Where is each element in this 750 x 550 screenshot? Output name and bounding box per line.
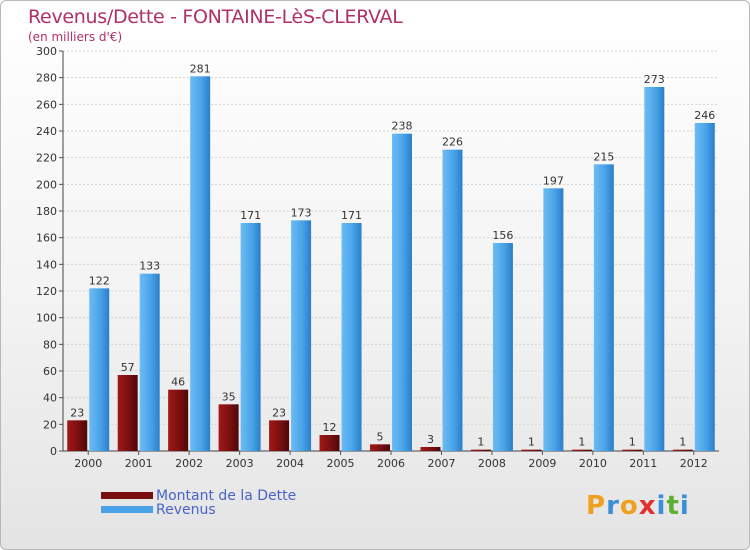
bar-dette [269,420,290,451]
data-label: 281 [190,62,211,75]
bar-revenus [190,76,211,451]
bar-revenus [543,188,564,452]
bar-dette [521,449,542,451]
bar-dette [168,389,189,451]
legend-item-dette: Montant de la Dette [101,487,297,504]
bar-dette [622,449,643,451]
data-label: 1 [528,436,535,449]
y-tick-label: 240 [36,125,57,138]
data-label: 226 [442,136,463,149]
data-label: 238 [392,120,413,133]
bar-dette [420,447,441,451]
bar-revenus [644,87,665,451]
bar-revenus [492,243,513,451]
y-tick-label: 100 [36,312,57,325]
data-label: 12 [323,421,337,434]
y-tick-label: 280 [36,72,57,85]
data-label: 5 [377,430,384,443]
data-label: 57 [121,361,135,374]
bar-dette [319,435,340,451]
x-tick-label: 2001 [125,457,153,470]
x-tick-label: 2011 [629,457,657,470]
y-tick-label: 20 [43,418,57,431]
x-tick-label: 2012 [680,457,708,470]
data-label: 215 [593,150,614,163]
bar-revenus [392,133,412,451]
y-tick-label: 200 [36,178,57,191]
bar-revenus [593,164,614,452]
data-label: 122 [89,274,110,287]
legend-swatch-dette [101,492,153,499]
bar-revenus [240,223,261,451]
bar-dette [117,375,138,451]
bar-dette [67,420,88,451]
x-tick-label: 2008 [478,457,506,470]
x-tick-label: 2002 [175,457,203,470]
x-tick-label: 2010 [579,457,607,470]
y-tick-label: 0 [50,445,57,458]
logo-letter: o [619,491,639,521]
x-tick-label: 2009 [528,457,556,470]
y-tick-label: 140 [36,258,57,271]
bar-revenus [694,123,715,451]
data-label: 156 [492,229,513,242]
proxiti-logo: Proxiti [586,491,690,521]
chart-subtitle: (en milliers d'€) [28,30,123,44]
data-label: 1 [477,436,484,449]
y-tick-label: 300 [36,45,57,58]
bar-revenus [291,220,312,451]
x-tick-label: 2003 [226,457,254,470]
data-label: 171 [240,209,261,222]
x-tick-label: 2006 [377,457,405,470]
data-label: 1 [578,436,585,449]
data-label: 1 [629,436,636,449]
y-tick-label: 120 [36,285,57,298]
bar-revenus [341,223,362,451]
data-label: 23 [70,406,84,419]
data-label: 197 [543,174,564,187]
logo-letter: i [656,491,667,521]
legend-item-revenus: Revenus [101,501,216,518]
legend-label-revenus: Revenus [156,501,216,518]
y-tick-label: 60 [43,365,57,378]
y-tick-label: 80 [43,338,57,351]
data-label: 35 [222,390,236,403]
chart-title: Revenus/Dette - FONTAINE-LèS-CLERVAL [28,6,403,28]
data-label: 171 [341,209,362,222]
data-label: 3 [427,433,434,446]
y-tick-label: 40 [43,392,57,405]
logo-letter: x [638,491,657,521]
data-label: 273 [644,73,665,86]
data-label: 173 [291,206,312,219]
data-label: 46 [171,376,185,389]
bar-revenus [139,273,160,451]
x-tick-label: 2000 [74,457,102,470]
bar-dette [470,449,491,451]
bar-dette [218,404,239,451]
logo-letter: P [586,491,607,521]
y-tick-label: 180 [36,205,57,218]
logo-letter: t [666,491,680,521]
bar-dette [370,444,390,451]
bar-dette [672,449,693,451]
y-tick-label: 220 [36,152,57,165]
x-tick-label: 2004 [276,457,304,470]
legend-swatch-revenus [101,506,153,513]
data-label: 23 [272,406,286,419]
bar-revenus [89,288,110,451]
logo-letter: r [606,491,620,521]
y-tick-label: 260 [36,98,57,111]
logo-letter: i [679,491,690,521]
bar-revenus [442,149,463,451]
bar-dette [571,449,592,451]
data-label: 1 [679,436,686,449]
data-label: 133 [139,260,160,273]
legend-label-dette: Montant de la Dette [156,487,297,504]
data-label: 246 [694,109,715,122]
y-tick-label: 160 [36,232,57,245]
x-tick-label: 2005 [327,457,355,470]
x-tick-label: 2007 [427,457,455,470]
